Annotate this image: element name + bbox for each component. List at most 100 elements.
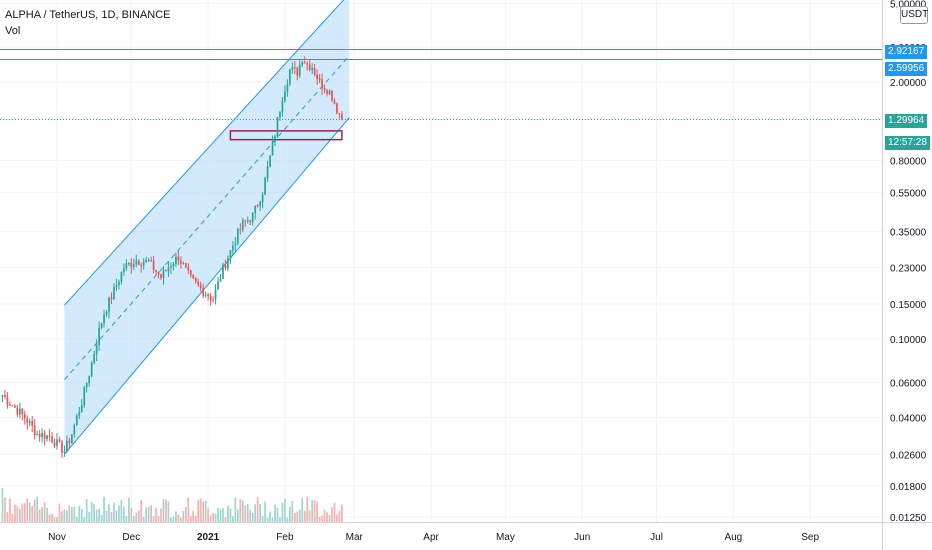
- candle: [212, 296, 214, 303]
- volume-bar: [182, 510, 185, 522]
- candle-body: [120, 272, 123, 282]
- candle: [321, 73, 323, 96]
- candle: [259, 200, 262, 211]
- candle-body: [115, 285, 118, 287]
- candle-body: [155, 269, 157, 272]
- candle: [18, 402, 21, 419]
- candle-body: [274, 136, 276, 143]
- candle-body: [293, 67, 296, 69]
- candle: [43, 430, 46, 446]
- volume-bar: [13, 504, 16, 522]
- candle: [152, 256, 155, 274]
- candle: [108, 296, 110, 319]
- candle-body: [103, 314, 105, 324]
- volume-bar: [68, 505, 71, 522]
- candle-body: [70, 434, 73, 443]
- candle-body: [308, 64, 311, 71]
- candle-body: [31, 421, 34, 426]
- volume-bar: [234, 497, 237, 522]
- volume-bar: [170, 517, 172, 522]
- volume-bar: [187, 497, 190, 522]
- candle-body: [130, 262, 133, 267]
- volume-bar: [85, 499, 88, 522]
- candle-body: [284, 91, 286, 101]
- volume-bar: [308, 510, 311, 522]
- volume-bar: [28, 502, 31, 522]
- candle-body: [246, 220, 249, 222]
- volume-bar: [123, 506, 125, 522]
- volume-bar: [51, 513, 53, 522]
- time-tick-label: Jul: [650, 532, 663, 543]
- price-axis: 5.000003.000002.000001.300000.800000.550…: [890, 0, 927, 524]
- volume-bar: [222, 508, 224, 522]
- candle: [291, 62, 294, 74]
- volume-bar: [58, 503, 61, 522]
- volume-indicator-label[interactable]: Vol: [5, 25, 21, 37]
- candle-body: [162, 270, 165, 278]
- candle: [175, 252, 177, 267]
- candle: [286, 79, 289, 97]
- candle-body: [46, 435, 48, 440]
- candle-body: [202, 287, 205, 296]
- volume-bar: [214, 513, 217, 522]
- volume-bar: [95, 509, 98, 522]
- currency-unit-button[interactable]: USDT: [900, 6, 928, 24]
- volume-bar: [125, 516, 128, 522]
- candle: [202, 283, 205, 299]
- volume-bar: [172, 516, 175, 522]
- candle: [222, 262, 224, 279]
- candle-body: [1, 394, 4, 397]
- candle: [306, 61, 309, 71]
- candle: [274, 134, 276, 146]
- candle: [271, 135, 274, 156]
- candle-body: [63, 451, 66, 453]
- candle: [23, 410, 26, 425]
- candle-body: [323, 87, 326, 90]
- price-tick-label: 5.00000: [890, 0, 927, 10]
- volume-bar: [276, 507, 279, 522]
- time-tick-label: Aug: [724, 532, 742, 543]
- volume-bar: [239, 498, 242, 522]
- volume-bar: [23, 503, 26, 522]
- volume-bar: [227, 505, 229, 522]
- volume-bar: [90, 501, 93, 522]
- volume-bar: [93, 504, 96, 522]
- price-tick-label: 0.02600: [890, 450, 927, 461]
- volume-bar: [145, 507, 148, 522]
- candle: [244, 219, 247, 227]
- time-tick-label: Sep: [801, 532, 819, 543]
- candle-body: [286, 83, 289, 92]
- volume-bar: [103, 496, 105, 522]
- candle-body: [135, 260, 138, 265]
- volume-bar: [184, 507, 187, 522]
- candle-body: [150, 260, 152, 262]
- candle: [61, 439, 63, 458]
- candle-body: [217, 281, 219, 290]
- candle: [9, 401, 11, 406]
- candle-body: [306, 63, 309, 65]
- candle-body: [100, 323, 103, 328]
- volume-bar: [269, 511, 271, 522]
- candle-body: [303, 62, 306, 64]
- volume-bar: [261, 515, 264, 522]
- candle-body: [68, 440, 71, 443]
- candle: [68, 437, 71, 450]
- candle-body: [331, 90, 333, 101]
- candle: [165, 269, 167, 272]
- candle-body: [93, 354, 96, 363]
- candle: [251, 212, 254, 226]
- volume-bar: [341, 504, 343, 522]
- candle: [53, 438, 56, 449]
- volume-bar: [224, 517, 227, 522]
- candle-body: [61, 441, 63, 453]
- volume-bar: [33, 499, 36, 522]
- candle-body: [296, 67, 299, 76]
- candle-body: [160, 274, 162, 278]
- volume-bar: [21, 503, 24, 522]
- candle: [192, 274, 195, 280]
- volume-bar: [331, 507, 333, 522]
- candle-body: [177, 256, 180, 261]
- candle-body: [182, 263, 185, 265]
- candle: [48, 428, 51, 442]
